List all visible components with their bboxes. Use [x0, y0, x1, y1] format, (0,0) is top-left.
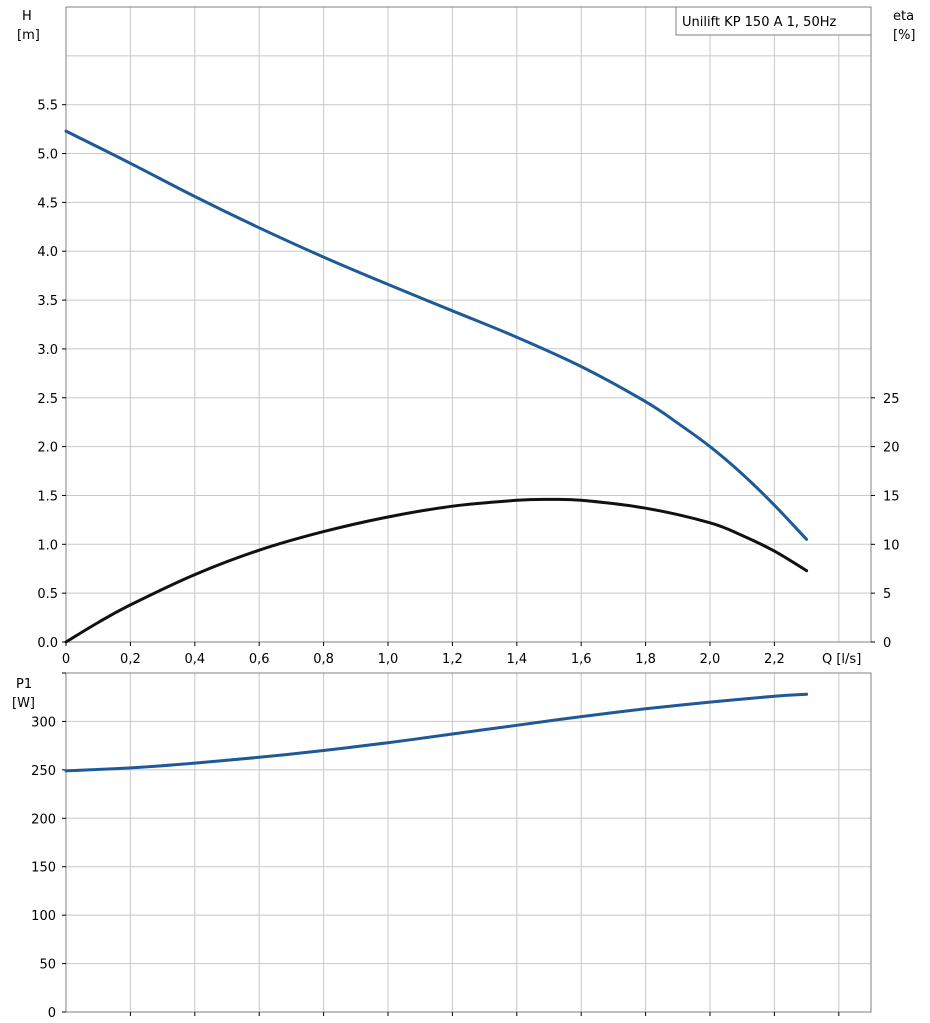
- x-tick-label: 1,6: [571, 652, 592, 667]
- x-tick-label: 0,6: [249, 652, 270, 667]
- efficiency-curve: [64, 497, 809, 644]
- p1-tick-label: 0: [48, 1006, 56, 1021]
- x-tick-label: 0: [62, 652, 70, 667]
- p1-tick-label: 300: [31, 715, 56, 730]
- eta-axis-name: eta: [893, 9, 914, 24]
- eta-tick-label: 15: [883, 489, 900, 504]
- eta-tick-label: 20: [883, 441, 900, 456]
- bottom-chart-frame: [65, 672, 872, 1013]
- eta-axis-unit: [%]: [893, 28, 916, 43]
- eta-tick-label: 25: [883, 392, 900, 407]
- q-axis-label: Q [l/s]: [822, 652, 861, 667]
- p1-tick-label: 100: [31, 909, 56, 924]
- p1-tick-label: 200: [31, 812, 56, 827]
- eta-tick-label: 10: [883, 538, 900, 553]
- h-tick-label: 5.0: [37, 148, 58, 163]
- top-chart-ticks: 0 0,2 0,4 0,6 0,8 1,0 1,2 1,4 1,6 1,8 2,0 2,2 0.0 0.5…: [37, 99, 899, 667]
- power-curve: [64, 692, 809, 773]
- top-chart-grid: [66, 7, 871, 642]
- h-tick-label: 3.5: [37, 294, 58, 309]
- h-tick-label: 2.0: [37, 441, 58, 456]
- h-tick-label: 1.5: [37, 489, 58, 504]
- x-tick-label: 1,4: [506, 652, 527, 667]
- h-tick-label: 2.5: [37, 392, 58, 407]
- eta-tick-label: 0: [883, 636, 891, 651]
- h-tick-label: 1.0: [37, 538, 58, 553]
- x-tick-label: 0,8: [313, 652, 334, 667]
- x-tick-label: 0,2: [120, 652, 141, 667]
- h-axis-name: H: [22, 9, 32, 24]
- h-tick-label: 4.5: [37, 196, 58, 211]
- p1-tick-label: 150: [31, 861, 56, 876]
- p1-tick-label: 50: [39, 958, 56, 973]
- h-axis-unit: [m]: [17, 28, 40, 43]
- head-curve: [64, 129, 809, 541]
- x-tick-label: 2,0: [700, 652, 721, 667]
- h-tick-label: 0.0: [37, 636, 58, 651]
- bottom-chart-ticks: 0 50 100 150 200 250 300: [31, 672, 840, 1021]
- h-tick-label: 0.5: [37, 587, 58, 602]
- top-chart-curves: [64, 129, 809, 644]
- x-tick-label: 2,2: [764, 652, 785, 667]
- p1-tick-label: 250: [31, 764, 56, 779]
- h-tick-label: 5.5: [37, 99, 58, 114]
- top-chart-frame: [65, 6, 872, 643]
- legend-box: [675, 6, 872, 36]
- legend-title: Unilift KP 150 A 1, 50Hz: [682, 15, 836, 30]
- x-tick-label: 1,2: [442, 652, 463, 667]
- eta-tick-label: 5: [883, 587, 891, 602]
- h-tick-label: 4.0: [37, 245, 58, 260]
- h-tick-label: 3.0: [37, 343, 58, 358]
- bottom-chart-curves: [64, 692, 809, 773]
- x-tick-label: 1,8: [635, 652, 656, 667]
- x-tick-label: 1,0: [378, 652, 399, 667]
- p1-axis-name: P1: [16, 677, 32, 692]
- p1-axis-unit: [W]: [12, 696, 35, 711]
- x-tick-label: 0,4: [184, 652, 205, 667]
